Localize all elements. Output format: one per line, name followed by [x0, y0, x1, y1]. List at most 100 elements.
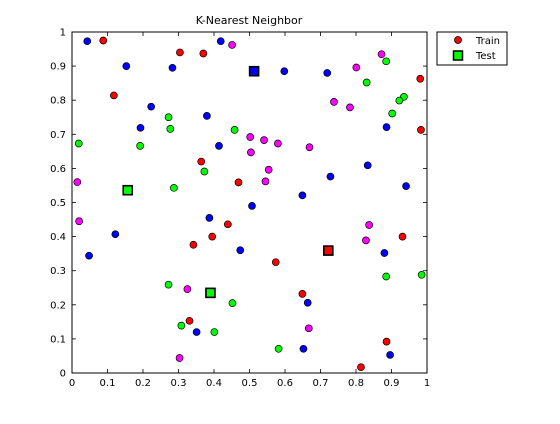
train-point [192, 328, 201, 336]
train-point [260, 136, 268, 144]
train-point [168, 63, 177, 72]
x-tick-label: 0.2 [135, 378, 151, 389]
x-tick-label: 0.3 [171, 378, 187, 389]
train-point [330, 98, 338, 106]
train-point [382, 337, 391, 346]
train-point [362, 78, 371, 87]
train-point [228, 41, 236, 49]
test-point [122, 184, 134, 196]
train-point [183, 285, 192, 293]
x-tick-label: 0 [69, 378, 75, 389]
x-tick-label: 0.1 [100, 378, 116, 389]
train-point [323, 69, 332, 77]
train-point [395, 96, 404, 105]
train-point [380, 249, 389, 257]
y-tick-label: 0 [60, 369, 66, 380]
x-tick-label: 0.8 [348, 378, 364, 389]
test-point [205, 287, 216, 299]
train-point [223, 220, 232, 229]
axes-frame [71, 31, 428, 374]
train-point [230, 126, 239, 134]
train-point [274, 344, 283, 353]
train-point [416, 74, 425, 83]
train-point [228, 299, 237, 307]
train-point [234, 178, 243, 187]
train-point [298, 290, 307, 298]
train-point [305, 143, 314, 152]
train-point [261, 177, 270, 186]
train-point [83, 37, 92, 46]
train-point [147, 102, 156, 111]
train-point [99, 36, 108, 45]
train-point [352, 63, 361, 72]
train-point [402, 182, 410, 190]
train-point [417, 126, 425, 134]
train-point [185, 316, 194, 325]
train-point [189, 240, 198, 249]
train-point [382, 272, 391, 281]
legend-box [436, 31, 508, 66]
train-point [85, 251, 93, 260]
train-point [200, 167, 209, 176]
train-point [365, 221, 373, 229]
train-point [75, 217, 83, 226]
train-point [236, 246, 245, 255]
y-tick-label: 0.2 [50, 300, 66, 311]
train-point [110, 91, 118, 100]
train-point [166, 124, 175, 133]
train-point [205, 213, 214, 222]
y-tick-label: 0.4 [50, 232, 66, 243]
y-tick-label: 0.6 [50, 164, 66, 175]
legend-test-label: Test [475, 51, 496, 62]
y-tick-label: 0.9 [50, 62, 66, 73]
chart-title: K-Nearest Neighbor [196, 14, 303, 27]
train-point [248, 202, 256, 210]
train-point [346, 103, 354, 112]
train-point [363, 161, 372, 170]
train-point [386, 351, 394, 359]
train-point [111, 230, 120, 239]
legend-train-label: Train [475, 36, 500, 47]
train-point [136, 123, 145, 132]
train-point [136, 142, 145, 150]
y-tick-label: 0.7 [50, 130, 66, 141]
x-tick-label: 0.6 [277, 378, 293, 389]
train-point [271, 258, 280, 267]
train-point [197, 157, 206, 166]
train-point [176, 48, 184, 57]
train-point [216, 37, 225, 46]
train-point [280, 67, 289, 76]
train-point [398, 232, 407, 241]
train-point [246, 133, 255, 141]
x-tick-label: 1 [424, 378, 430, 389]
y-tick-label: 0.8 [50, 96, 66, 107]
train-point [357, 363, 365, 372]
x-tick-label: 0.9 [384, 378, 400, 389]
x-axis: 0 0.1 0.2 0.3 0.4 0.5 0.6 0.7 0.8 0.9 1 [69, 32, 430, 389]
train-point [215, 142, 223, 150]
train-point [170, 183, 178, 192]
train-point [326, 172, 335, 181]
train-point [74, 139, 83, 148]
test-point [323, 245, 334, 256]
data-points [73, 36, 426, 372]
train-point [299, 344, 308, 353]
y-tick-label: 0.3 [50, 266, 66, 277]
test-point [248, 65, 260, 77]
train-point [177, 321, 186, 330]
legend-train-marker [454, 36, 462, 44]
y-tick-label: 0.1 [50, 334, 66, 345]
train-point [210, 328, 219, 336]
train-point [73, 178, 82, 186]
train-point [362, 236, 370, 245]
y-axis: 0 0.1 0.2 0.3 0.4 0.5 0.6 0.7 0.8 0.9 1 [50, 28, 427, 380]
plot-area: 0 0.1 0.2 0.3 0.4 0.5 0.6 0.7 0.8 0.9 1 0 0.1 0.2 0.3… [50, 28, 430, 390]
train-point [199, 49, 208, 58]
y-tick-label: 1 [60, 28, 66, 39]
train-point [264, 165, 273, 174]
train-point [175, 354, 184, 362]
train-point [377, 50, 386, 59]
train-point [304, 324, 313, 333]
